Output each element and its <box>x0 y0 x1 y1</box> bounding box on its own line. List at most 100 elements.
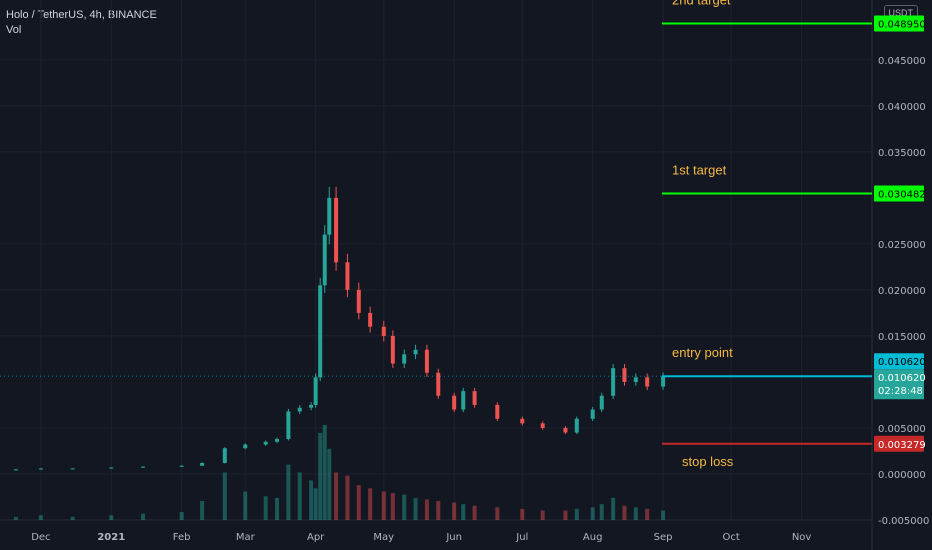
candle-body <box>520 418 525 424</box>
volume-bar <box>390 493 395 520</box>
x-tick-label: Mar <box>236 532 256 543</box>
stop-loss-price-text: 0.003279 <box>878 440 926 451</box>
x-tick-label: Oct <box>723 532 740 543</box>
first-target-label: 1st target <box>672 162 727 177</box>
candle-body <box>318 285 323 378</box>
volume-bar <box>297 472 302 520</box>
volume-bar <box>633 507 638 520</box>
symbol-title: Holo / TetherUS, 4h, BINANCE <box>6 9 157 21</box>
x-tick-label: Jul <box>515 532 528 543</box>
x-tick-label: Dec <box>31 532 50 543</box>
candle-body <box>390 335 395 364</box>
x-tick-label: Aug <box>583 532 603 543</box>
candles <box>13 186 666 471</box>
volume-bar <box>327 448 332 520</box>
volume-bar <box>322 425 327 520</box>
second-target-price-badge <box>874 15 924 32</box>
candle-body <box>243 444 248 449</box>
candle-body <box>200 462 205 466</box>
second-target-price-text: 0.048950 <box>878 19 926 30</box>
volume-bar <box>472 505 477 520</box>
candle-body <box>452 395 457 410</box>
candle-body <box>436 372 441 396</box>
volume-bar <box>141 513 146 520</box>
volume-bar <box>381 491 386 520</box>
volume-bar <box>413 497 418 520</box>
stop-loss-price-badge <box>874 435 924 452</box>
y-tick-label: 0.020000 <box>878 286 926 297</box>
candle-body <box>633 377 638 382</box>
grid-lines <box>0 0 872 521</box>
volume-bar <box>38 515 43 520</box>
volume-bar <box>275 497 280 520</box>
candle-body <box>381 326 386 336</box>
candle-body <box>345 262 350 290</box>
y-tick-label: 0.040000 <box>878 102 926 113</box>
volume-bar <box>368 488 373 520</box>
first-target-price-text: 0.030482 <box>878 189 926 200</box>
y-tick-label: 0.000000 <box>878 470 926 481</box>
volume-bar <box>461 504 466 520</box>
countdown-text: 02:28:48 <box>878 386 923 397</box>
candle-body <box>495 404 500 419</box>
volume-bar <box>599 504 604 520</box>
candle-body <box>179 465 184 467</box>
last-price-text: 0.010620 <box>878 373 926 384</box>
candle-body <box>263 441 268 445</box>
candle-body <box>611 368 616 396</box>
x-tick-label: Nov <box>792 532 812 543</box>
y-tick-label: 0.015000 <box>878 332 926 343</box>
volume-bar <box>13 516 18 520</box>
entry-point-price-badge <box>874 353 924 370</box>
stop-loss-label: stop loss <box>682 454 734 469</box>
candle-body <box>322 234 327 286</box>
volume-bar <box>540 510 545 520</box>
candle-body <box>368 312 373 327</box>
volume-bar <box>200 501 205 520</box>
candle-body <box>461 391 466 410</box>
candle-body <box>661 376 666 387</box>
candle-body <box>109 467 114 469</box>
candle-body <box>599 395 604 410</box>
y-tick-label: 0.005000 <box>878 424 926 435</box>
candle-body <box>574 418 579 433</box>
volume-bar <box>318 432 323 520</box>
first-target-price-badge <box>874 185 924 202</box>
candle-body <box>286 411 291 440</box>
candle-body <box>424 349 429 373</box>
volume-bar <box>520 508 525 520</box>
volume-bar <box>661 510 666 520</box>
x-tick-label: 2021 <box>97 532 125 543</box>
x-tick-label: May <box>373 532 394 543</box>
volume-bar <box>334 472 339 520</box>
candle-body <box>413 349 418 355</box>
x-tick-label: Jun <box>445 532 462 543</box>
volume-bar <box>611 497 616 520</box>
x-tick-label: Apr <box>307 532 325 543</box>
y-tick-label: -0.005000 <box>878 516 929 527</box>
candle-body <box>313 377 318 405</box>
candle-body <box>334 197 339 263</box>
y-tick-label: 0.035000 <box>878 148 926 159</box>
volume-indicator-label: Vol <box>6 24 22 36</box>
candle-body <box>309 404 314 408</box>
candle-body <box>222 448 227 463</box>
volume-bar <box>645 508 650 520</box>
volume-bar <box>495 507 500 520</box>
volume-bar <box>286 464 291 520</box>
volume-bar <box>263 496 268 520</box>
candle-body <box>297 407 302 412</box>
volume-bars <box>13 425 666 520</box>
volume-bar <box>243 491 248 520</box>
chart-header: Holo / TetherUS, 4h, BINANCE Vol <box>6 8 157 38</box>
y-tick-label: 0.025000 <box>878 240 926 251</box>
candle-body <box>38 468 43 470</box>
candle-body <box>402 354 407 364</box>
y-tick-label: 0.045000 <box>878 56 926 67</box>
candle-body <box>563 427 568 433</box>
candle-body <box>622 368 627 382</box>
volume-bar <box>345 475 350 520</box>
candle-body <box>327 197 332 235</box>
candle-body <box>275 439 280 442</box>
